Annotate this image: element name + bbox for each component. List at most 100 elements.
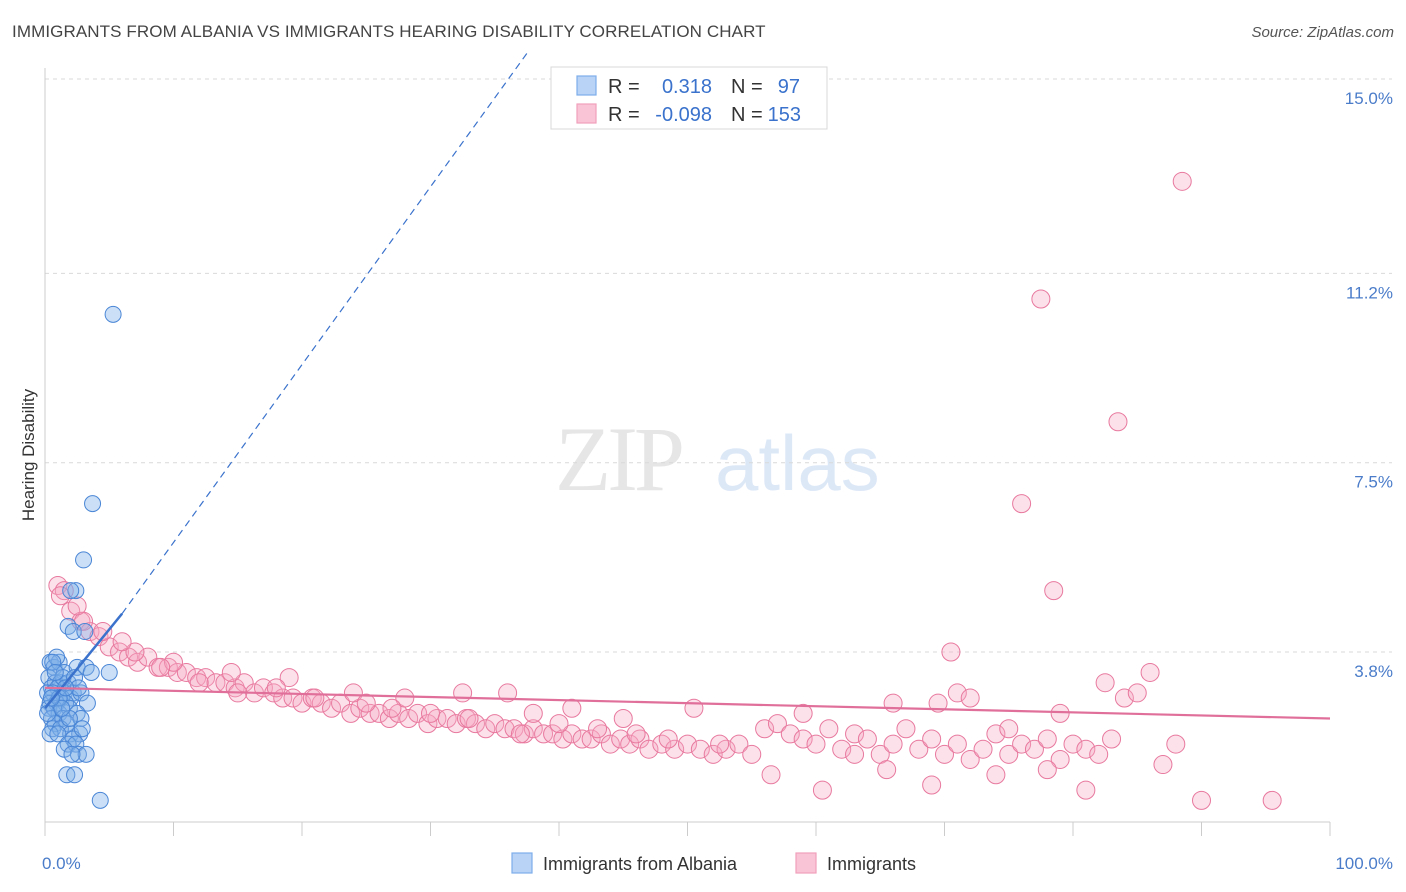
immigrants-point-114 xyxy=(845,744,865,764)
immigrants-point-146 xyxy=(189,673,209,693)
immigrants-point-42 xyxy=(399,709,419,729)
immigrants-point-96 xyxy=(1012,734,1032,754)
albania-point-5 xyxy=(59,617,77,635)
immigrants-point-70 xyxy=(678,734,697,754)
immigrants-point-129 xyxy=(613,709,633,729)
immigrants-point-99 xyxy=(1050,749,1070,769)
immigrants-point-79 xyxy=(793,729,813,749)
immigrants-point-103 xyxy=(1102,729,1122,749)
immigrants-point-71 xyxy=(690,739,710,759)
immigrants-point-3 xyxy=(1012,494,1032,514)
albania-point-58 xyxy=(91,791,109,809)
immigrants-point-75 xyxy=(742,744,762,764)
immigrants-point-120 xyxy=(1114,688,1134,708)
immigrants-point-151 xyxy=(382,698,402,718)
albania-point-48 xyxy=(49,725,67,743)
immigrants-point-133 xyxy=(453,683,473,703)
immigrants-point-157 xyxy=(626,724,646,744)
immigrants-point-124 xyxy=(1166,734,1186,754)
immigrants-point-136 xyxy=(279,668,299,688)
immigrants-point-135 xyxy=(343,683,363,703)
immigrants-point-63 xyxy=(600,734,620,754)
immigrants-point-126 xyxy=(883,693,903,713)
immigrants-point-4 xyxy=(1044,581,1064,601)
svg-text:ZIP: ZIP xyxy=(555,408,682,510)
legend-swatch-albania xyxy=(576,75,597,96)
immigrants-point-143 xyxy=(67,596,87,616)
albania-point-1 xyxy=(84,495,102,513)
immigrants-point-47 xyxy=(446,714,466,734)
immigrants-point-80 xyxy=(806,734,826,754)
x-tick-label-max: 100.0% xyxy=(1335,854,1393,873)
immigrants-point-158 xyxy=(658,729,678,749)
immigrants-point-145 xyxy=(151,657,171,677)
legend-r-value-immigrants: -0.098 xyxy=(655,104,712,126)
immigrants-point-156 xyxy=(588,719,608,739)
chart-source: Source: ZipAtlas.com xyxy=(1251,24,1394,41)
albania-point-2 xyxy=(75,551,93,569)
immigrants-point-15 xyxy=(138,647,158,667)
stats-legend: R = 0.318 N = 97 R = -0.098 N = 153 xyxy=(550,66,828,130)
trend-lines xyxy=(44,53,1331,720)
immigrants-point-50 xyxy=(476,719,496,739)
immigrants-point-45 xyxy=(427,709,447,729)
immigrants-point-116 xyxy=(1192,790,1211,810)
immigrants-point-61 xyxy=(581,729,601,749)
immigrants-point-90 xyxy=(935,744,954,764)
immigrants-point-91 xyxy=(947,734,967,754)
immigrants-point-92 xyxy=(960,749,980,769)
immigrants-point-150 xyxy=(356,693,376,713)
immigrants-point-107 xyxy=(960,688,980,708)
albania-point-14 xyxy=(100,663,118,681)
stats-legend-box xyxy=(550,66,828,130)
legend-n-value-albania: 97 xyxy=(778,76,800,98)
immigrants-point-81 xyxy=(819,719,839,739)
immigrants-point-51 xyxy=(485,714,505,734)
immigrants-point-113 xyxy=(761,765,781,785)
immigrants-point-39 xyxy=(369,703,389,723)
immigrants-point-10 xyxy=(89,627,109,647)
legend-r-label-immigrants: R = xyxy=(608,104,640,126)
immigrants-point-137 xyxy=(221,662,241,682)
immigrants-point-118 xyxy=(1050,703,1070,723)
albania-point-66 xyxy=(73,720,91,738)
albania-point-3 xyxy=(67,582,85,600)
x-axis-ticks xyxy=(44,822,1331,836)
immigrants-point-128 xyxy=(684,698,704,718)
watermark: ZIP atlas xyxy=(555,408,880,510)
immigrants-point-102 xyxy=(1089,744,1109,764)
immigrants-point-53 xyxy=(504,719,524,739)
legend-r-label-albania: R = xyxy=(608,76,640,98)
immigrants-point-138 xyxy=(164,652,183,672)
immigrants-point-131 xyxy=(523,703,543,723)
bottom-legend-label-albania: Immigrants from Albania xyxy=(543,854,738,874)
y-tick-label-3: 3.8% xyxy=(1354,662,1393,681)
trend-albania-extrapolated xyxy=(121,53,528,614)
immigrants-point-1 xyxy=(1031,289,1051,309)
legend-n-label-immigrants: N = xyxy=(731,104,763,126)
immigrants-point-87 xyxy=(896,719,916,739)
immigrants-point-140 xyxy=(112,632,132,652)
immigrants-point-49 xyxy=(465,714,485,734)
gridlines xyxy=(45,78,1392,653)
series-albania-points xyxy=(39,305,122,809)
immigrants-point-149 xyxy=(305,688,325,708)
immigrants-point-0 xyxy=(1172,171,1192,191)
immigrants-point-58 xyxy=(553,729,573,749)
immigrants-point-104 xyxy=(941,642,961,662)
chart-title: IMMIGRANTS FROM ALBANIA VS IMMIGRANTS HE… xyxy=(12,22,766,41)
y-axis-title: Hearing Disability xyxy=(19,388,38,521)
series-immigrants-points xyxy=(48,171,1282,810)
bottom-legend-swatch-immigrants xyxy=(795,852,817,874)
y-axis-tick-labels: 15.0% 11.2% 7.5% 3.8% xyxy=(1345,89,1393,681)
immigrants-point-127 xyxy=(793,703,813,723)
legend-n-value-immigrants: 153 xyxy=(768,104,801,126)
immigrants-point-159 xyxy=(710,734,730,754)
trend-immigrants xyxy=(44,686,1331,720)
albania-point-15 xyxy=(82,663,100,681)
albania-point-6 xyxy=(64,623,82,641)
albania-point-68 xyxy=(46,663,64,681)
immigrants-point-83 xyxy=(845,724,865,744)
immigrants-point-153 xyxy=(459,709,479,729)
